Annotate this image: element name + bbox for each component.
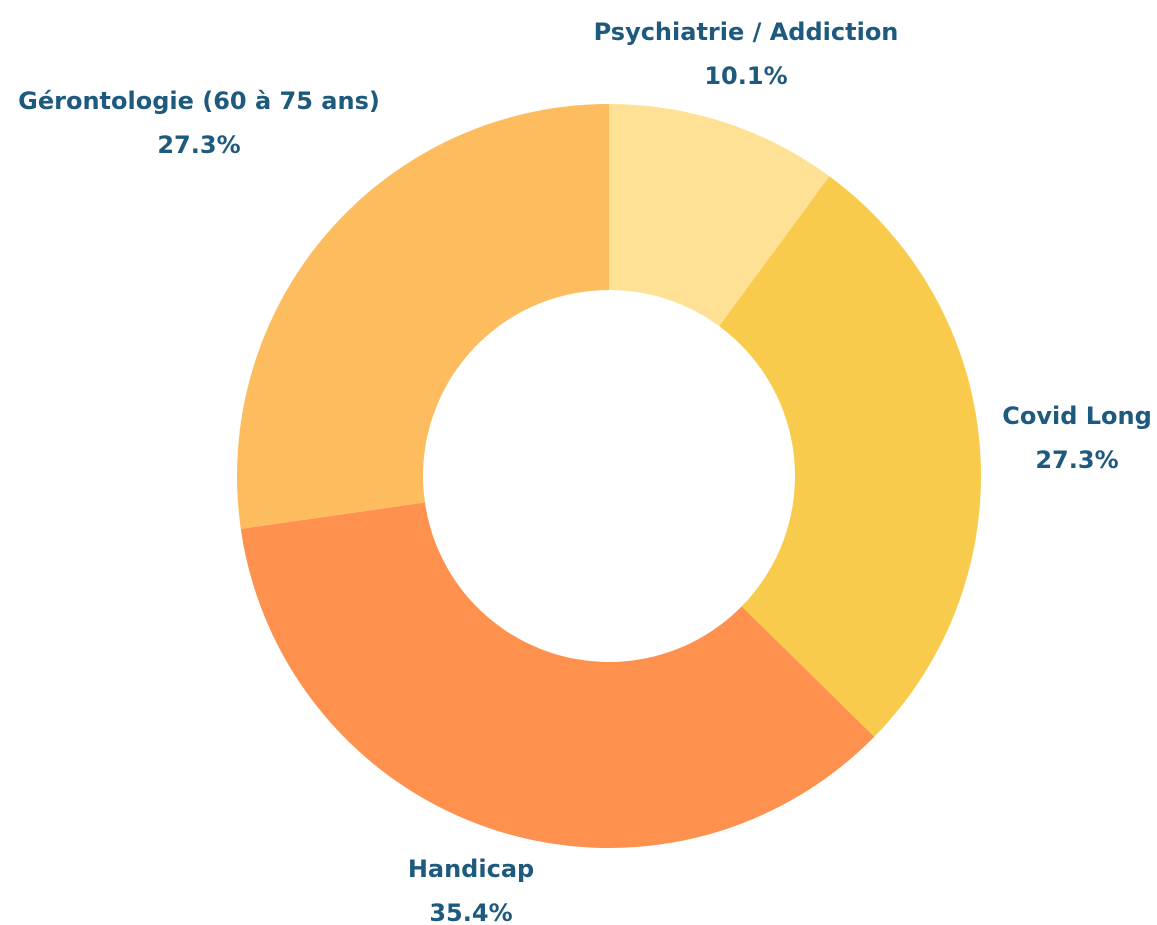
donut-slice — [237, 104, 609, 529]
slice-value: 35.4% — [429, 899, 512, 925]
slice-value: 27.3% — [157, 131, 240, 159]
slice-label: Psychiatrie / Addiction — [594, 18, 899, 46]
donut-slice — [240, 502, 875, 849]
slice-label: Gérontologie (60 à 75 ans) — [18, 87, 380, 115]
slice-label: Handicap — [408, 855, 534, 883]
slice-label: Covid Long — [1002, 402, 1152, 430]
slice-value: 10.1% — [704, 62, 787, 90]
donut-slice — [609, 104, 830, 327]
donut-slice — [719, 176, 982, 737]
slice-value: 27.3% — [1035, 446, 1118, 474]
